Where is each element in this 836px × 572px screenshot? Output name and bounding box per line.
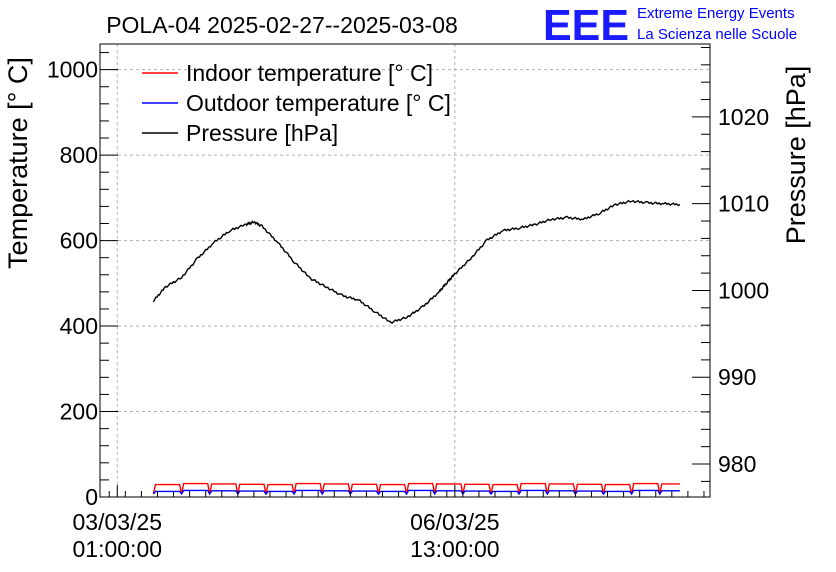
eee-logo-mark: EEE xyxy=(543,1,629,50)
logo-line-1: Extreme Energy Events xyxy=(637,5,795,22)
y2-tick-label: 1000 xyxy=(718,277,769,303)
y2-tick-label: 990 xyxy=(718,364,756,390)
plot-frame xyxy=(99,43,711,498)
y-tick-label: 600 xyxy=(60,228,98,254)
chart-title: POLA-04 2025-02-27--2025-03-08 xyxy=(106,12,458,38)
axes: 0 200 400 600 800 1000 980 990 1000 1010 1020 03/03… xyxy=(47,46,769,562)
x-tick-time-label: 13:00:00 xyxy=(410,536,500,562)
eee-logo: EEE Extreme Energy Events La Scienza nel… xyxy=(543,1,797,50)
series-layer xyxy=(152,199,681,496)
series-line-0 xyxy=(152,199,681,325)
y-tick-label: 800 xyxy=(60,142,98,168)
x-tick-date-label: 06/03/25 xyxy=(410,509,500,535)
legend-label: Pressure [hPa] xyxy=(186,120,338,146)
series-line-2 xyxy=(152,489,680,496)
y-tick-label: 400 xyxy=(60,313,98,339)
x-tick-time-label: 01:00:00 xyxy=(73,536,163,562)
y2-tick-label: 980 xyxy=(718,451,756,477)
y2-tick-label: 1010 xyxy=(718,191,769,217)
y2-tick-label: 1020 xyxy=(718,104,769,130)
y-tick-label: 200 xyxy=(60,399,98,425)
legend: Indoor temperature [° C] Outdoor temperat… xyxy=(142,60,451,146)
legend-label: Indoor temperature [° C] xyxy=(186,60,433,86)
y2-axis-label: Pressure [hPa] xyxy=(781,66,811,245)
y-tick-label: 1000 xyxy=(47,57,98,83)
y-axis-label: Temperature [° C] xyxy=(3,57,33,269)
legend-label: Outdoor temperature [° C] xyxy=(186,90,451,116)
x-tick-date-label: 03/03/25 xyxy=(73,509,163,535)
y-tick-label: 0 xyxy=(85,484,98,510)
logo-line-2: La Scienza nelle Scuole xyxy=(637,26,797,43)
series-line-1 xyxy=(152,482,680,495)
